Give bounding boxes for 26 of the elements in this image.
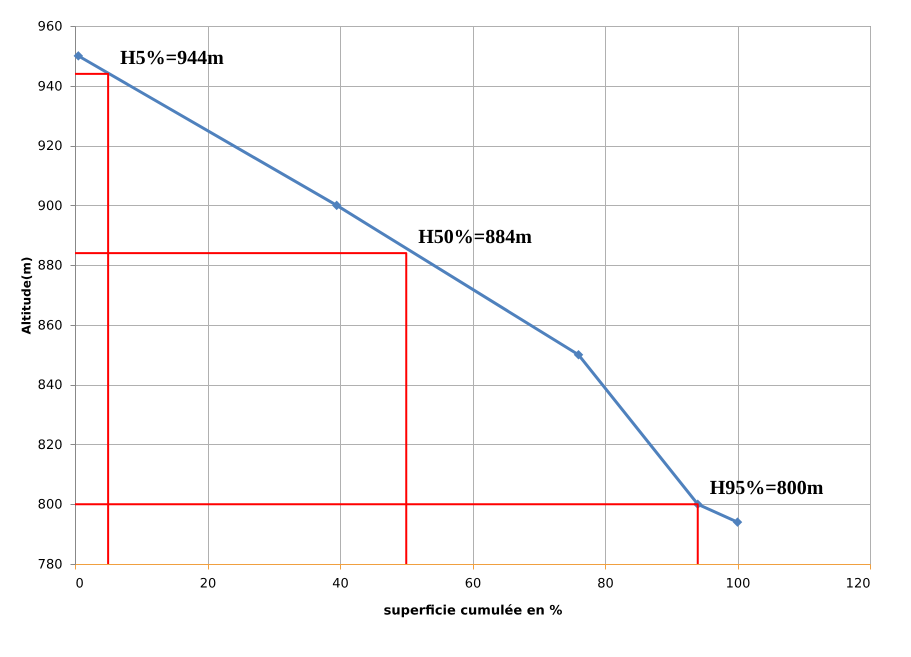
y-tick-label: 920 xyxy=(38,139,62,154)
y-tick-label: 800 xyxy=(38,498,62,513)
point xyxy=(732,517,742,527)
x-axis-title: superficie cumulée en % xyxy=(384,604,562,618)
x-tick-label: 0 xyxy=(76,576,84,592)
y-tick-label: 940 xyxy=(38,79,62,94)
annotation: H50%=884m xyxy=(418,226,532,248)
x-tick-label: 20 xyxy=(200,576,216,592)
y-tick-label: 840 xyxy=(38,378,62,394)
y-tick-label: 820 xyxy=(38,438,62,453)
point xyxy=(332,200,342,210)
y-tick-label: 860 xyxy=(38,318,62,334)
point xyxy=(74,51,84,61)
x-tick-label: 40 xyxy=(332,576,349,592)
y-tick-label: 780 xyxy=(38,558,62,572)
y-tick-label: 880 xyxy=(38,258,62,274)
y-tick-label: 900 xyxy=(38,198,62,214)
y-tick-label: 960 xyxy=(38,20,62,34)
annotation: H95%=800m xyxy=(710,477,824,500)
annotation: H5%=944m xyxy=(120,46,224,69)
y-axis-title: Altitude(m) xyxy=(20,256,34,334)
x-tick-label: 80 xyxy=(597,576,614,592)
point xyxy=(574,350,584,360)
x-tick-label: 60 xyxy=(464,576,482,592)
x-tick-label: 100 xyxy=(726,576,750,592)
x-tick-label: 120 xyxy=(846,576,870,592)
